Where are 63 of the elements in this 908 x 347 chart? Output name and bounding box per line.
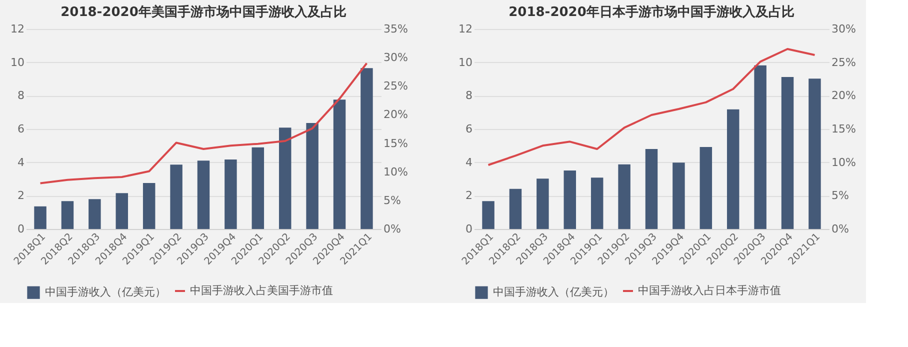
bar	[116, 193, 128, 229]
legend-label: 中国手游收入（亿美元）	[493, 286, 614, 299]
bar	[88, 199, 101, 229]
legend-label: 中国手游收入（亿美元）	[45, 286, 166, 299]
bar	[700, 147, 712, 229]
bar	[278, 128, 292, 229]
bar	[808, 78, 821, 229]
y-tick-label: 12	[458, 22, 472, 36]
y-tick-label: 4	[466, 156, 472, 169]
bar	[726, 109, 740, 229]
bar	[142, 183, 156, 229]
bar	[672, 162, 685, 229]
y-tick-label: 0	[18, 222, 24, 236]
y2-tick-label: 20%	[832, 89, 856, 102]
bar	[590, 178, 604, 229]
bar	[360, 68, 373, 229]
y2-tick-label: 25%	[384, 80, 408, 93]
bar	[34, 206, 46, 229]
bar	[333, 100, 346, 229]
chart-title: 2018-2020年日本手游市场中国手游收入及占比	[508, 4, 794, 20]
y2-tick-label: 30%	[384, 51, 408, 64]
bar	[197, 160, 210, 229]
y-tick-label: 4	[18, 156, 24, 169]
chart-title: 2018-2020年美国手游市场中国手游收入及占比	[60, 4, 346, 20]
y2-tick-label: 10%	[384, 165, 408, 178]
y2-tick-label: 30%	[832, 22, 856, 36]
y-tick-label: 8	[466, 89, 472, 102]
y2-tick-label: 10%	[832, 156, 856, 169]
bar	[781, 77, 794, 229]
y2-tick-label: 0%	[832, 222, 849, 236]
legend-label: 中国手游收入占日本手游市值	[638, 284, 781, 297]
bar	[618, 164, 630, 229]
bar	[482, 201, 494, 229]
line-series	[39, 62, 368, 184]
bar	[61, 201, 74, 229]
bar	[509, 188, 522, 229]
y-tick-label: 2	[18, 189, 24, 202]
y-tick-label: 6	[18, 122, 24, 136]
bar	[564, 170, 576, 229]
bar	[170, 164, 182, 229]
line-series	[487, 48, 816, 166]
y2-tick-label: 5%	[832, 189, 849, 202]
bar	[224, 160, 237, 229]
y-tick-label: 8	[18, 89, 24, 102]
bar	[645, 149, 658, 229]
y2-tick-label: 20%	[384, 108, 408, 122]
bar	[252, 147, 264, 229]
y-tick-label: 0	[466, 222, 472, 236]
bar	[536, 178, 549, 229]
legend-label: 中国手游收入占美国手游市值	[190, 284, 333, 297]
y2-tick-label: 15%	[384, 136, 408, 150]
y2-tick-label: 15%	[832, 122, 856, 136]
y-tick-label: 12	[10, 22, 24, 36]
y2-tick-label: 0%	[384, 222, 401, 236]
y2-tick-label: 25%	[832, 56, 856, 69]
bar	[754, 65, 766, 229]
y-tick-label: 2	[466, 189, 472, 202]
bar	[306, 123, 318, 229]
y-tick-label: 6	[466, 122, 472, 136]
y2-tick-label: 35%	[384, 22, 408, 36]
y-tick-label: 10	[458, 56, 472, 69]
y2-tick-label: 5%	[384, 194, 401, 207]
y-tick-label: 10	[10, 56, 24, 69]
